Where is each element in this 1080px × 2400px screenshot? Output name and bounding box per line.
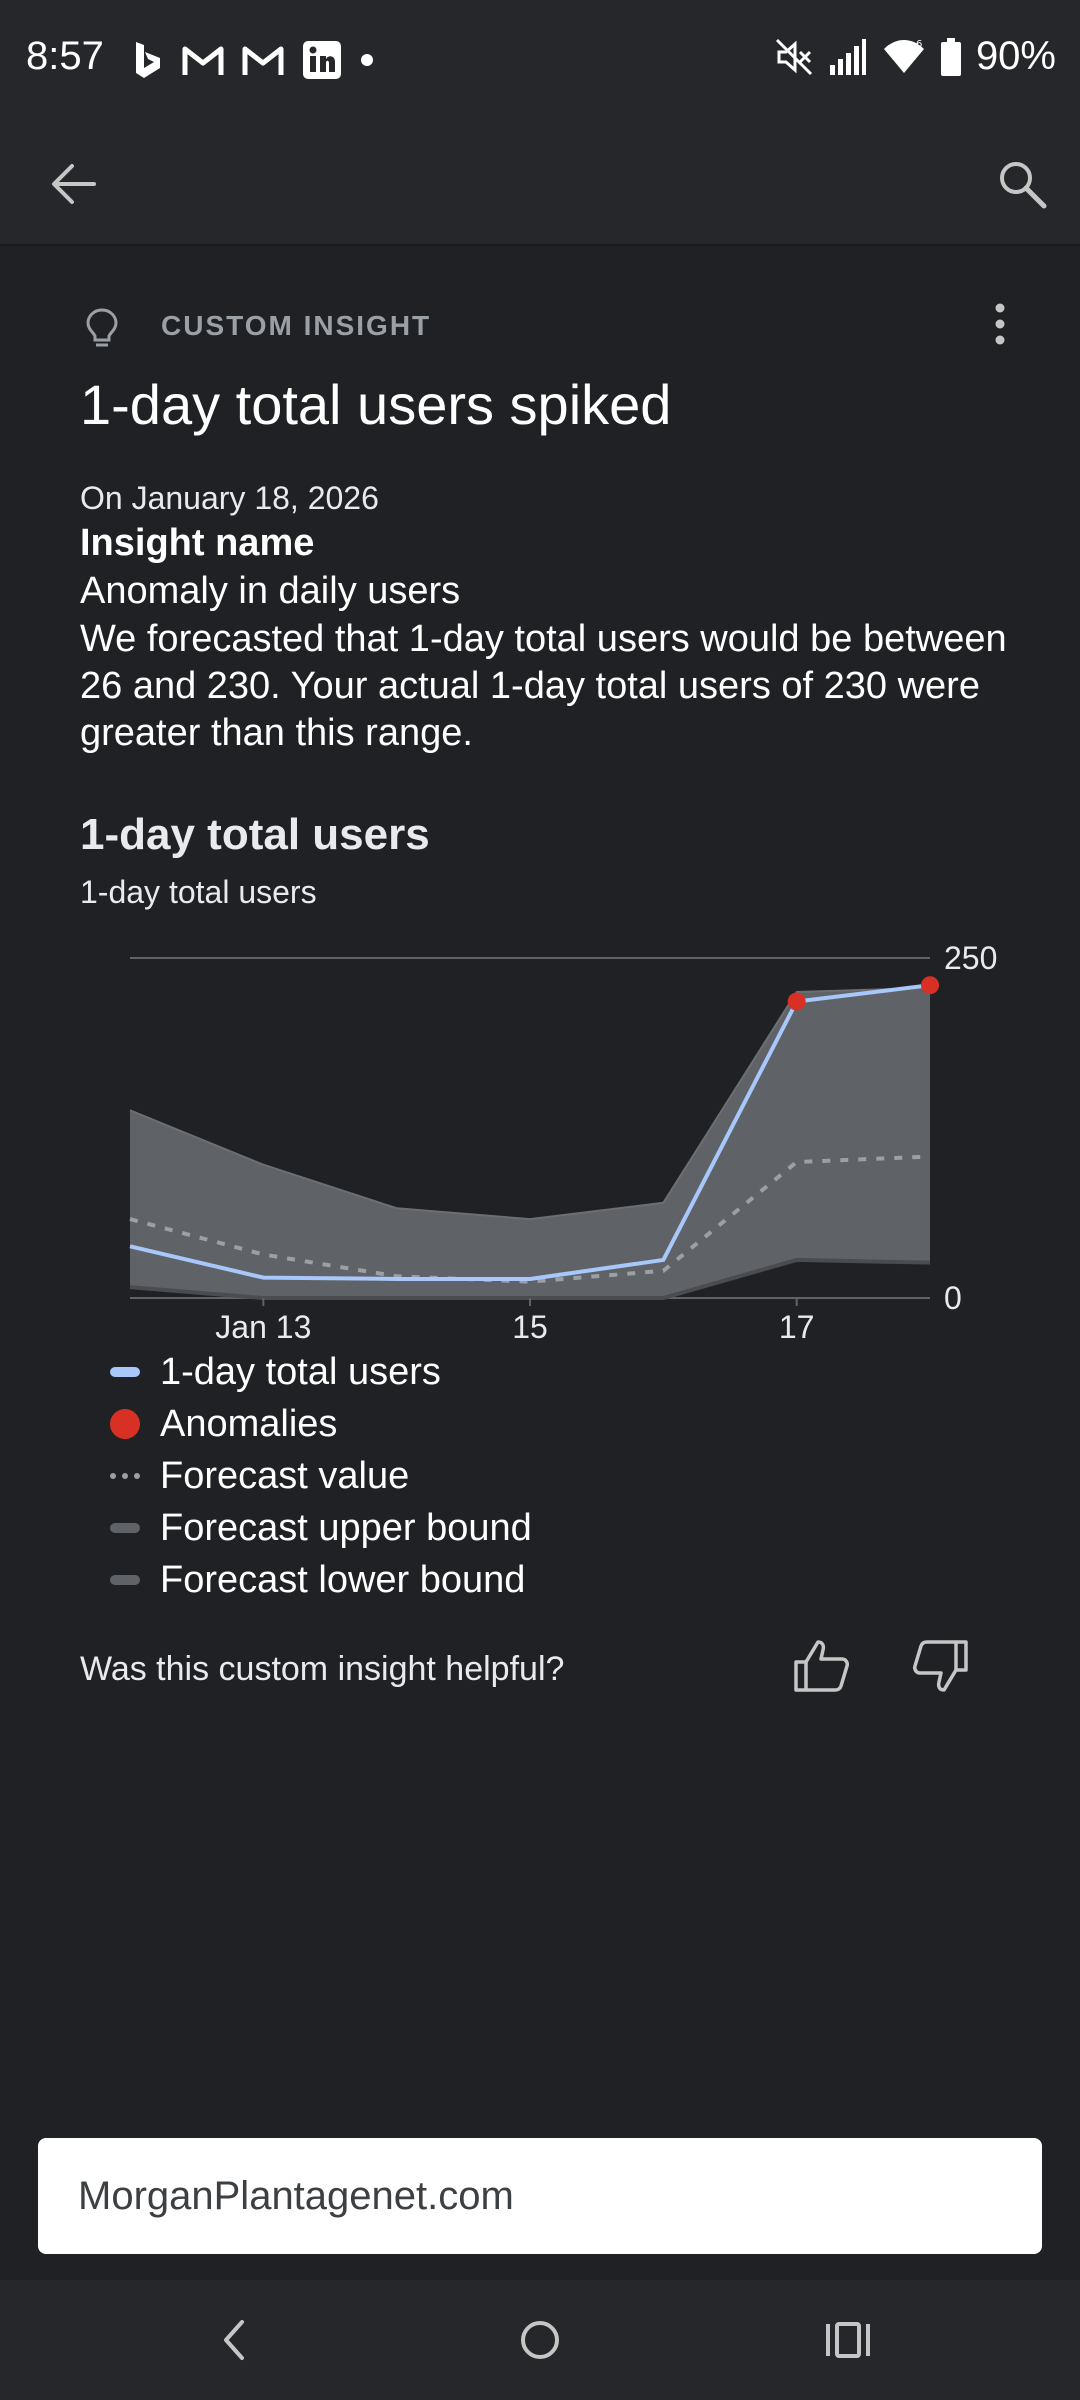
signal-icon (829, 38, 866, 75)
insight-name-value: Anomaly in daily users (80, 570, 461, 612)
nav-recents-icon[interactable] (818, 2310, 878, 2370)
anomaly-point (787, 992, 806, 1011)
gmail-icon (242, 46, 284, 75)
svg-text:6: 6 (916, 39, 922, 50)
arrow-back-icon[interactable] (44, 154, 104, 214)
legend-swatch (110, 1473, 140, 1479)
legend-swatch (110, 1575, 140, 1585)
search-icon[interactable] (992, 154, 1052, 214)
forecast-band (130, 987, 930, 1298)
legend-swatch (110, 1409, 140, 1439)
y-tick-label: 0 (944, 1280, 962, 1316)
app-bar (0, 124, 1080, 246)
insight-type-label: CUSTOM INSIGHT (161, 310, 432, 341)
legend-item: Forecast lower bound (110, 1554, 532, 1606)
mute-icon (775, 38, 812, 75)
anomaly-point (921, 976, 939, 995)
x-tick-label: 15 (512, 1309, 548, 1345)
chart-title: 1-day total users (80, 810, 430, 859)
legend-item: Forecast value (110, 1450, 532, 1502)
legend-label: Forecast upper bound (160, 1506, 532, 1549)
users-chart: Jan 13 15 17 250 0 (129, 940, 997, 1345)
x-tick-label: Jan 13 (215, 1309, 311, 1345)
insight-name-label: Insight name (80, 522, 315, 564)
legend-label: 1-day total users (160, 1350, 441, 1393)
insight-header (80, 306, 124, 350)
thumb-down-icon[interactable] (908, 1634, 972, 1698)
legend-label: Forecast value (160, 1454, 410, 1497)
y-tick-label: 250 (944, 940, 997, 976)
dot-icon (361, 54, 373, 66)
legend-swatch (110, 1523, 140, 1533)
battery-percent: 90% (975, 34, 1056, 78)
legend-item: Anomalies (110, 1398, 532, 1450)
legend-label: Forecast lower bound (160, 1558, 526, 1601)
insight-title: 1-day total users spiked (80, 373, 672, 436)
legend-item: Forecast upper bound (110, 1502, 532, 1554)
battery-icon (940, 37, 961, 76)
nav-home-icon[interactable] (510, 2310, 570, 2370)
nav-back-icon[interactable] (206, 2310, 266, 2370)
notification-icons (130, 40, 374, 80)
linkedin-icon (303, 41, 341, 79)
x-tick-label: 17 (779, 1309, 815, 1345)
legend-label: Anomalies (160, 1402, 338, 1445)
status-time: 8:57 (26, 34, 104, 78)
lightbulb-icon (86, 308, 118, 347)
forecast-upper-line (129, 986, 931, 1221)
feedback-question: Was this custom insight helpful? (80, 1650, 565, 1688)
legend-item: 1-day total users (110, 1346, 532, 1398)
gmail-icon (182, 46, 224, 75)
legend-swatch (110, 1367, 140, 1377)
insight-date: On January 18, 2026 (80, 480, 379, 516)
system-icons: 6 90% (774, 34, 1056, 79)
chart-legend: 1-day total users Anomalies Forecast value… (110, 1346, 532, 1606)
bing-icon (136, 42, 160, 78)
status-bar: 8:57 (0, 0, 1080, 124)
url-text: MorganPlantagenet.com (78, 2174, 514, 2218)
wifi-icon: 6 (883, 39, 924, 73)
thumb-up-icon[interactable] (790, 1634, 854, 1698)
more-vert-icon[interactable] (970, 300, 1030, 350)
insight-description: We forecasted that 1-day total users wou… (80, 618, 1007, 754)
system-nav-bar (0, 2280, 1080, 2400)
chart-subtitle: 1-day total users (80, 874, 317, 910)
url-card[interactable]: MorganPlantagenet.com (38, 2138, 1042, 2254)
